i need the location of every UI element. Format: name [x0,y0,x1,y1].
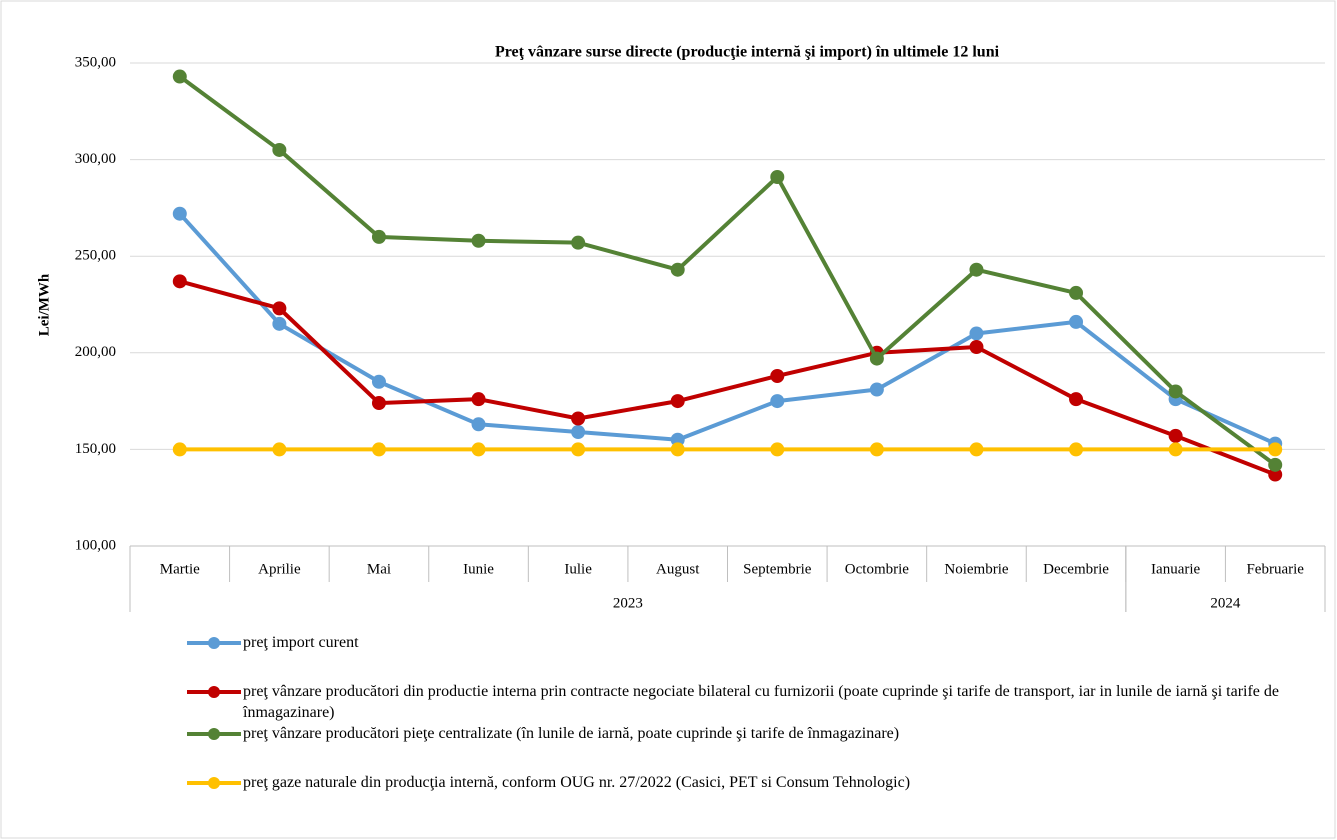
y-axis-label: Lei/MWh [36,273,52,336]
series-marker [770,368,785,383]
legend-swatch [187,728,241,740]
series-marker [471,442,486,457]
x-tick-label: Iunie [463,561,494,577]
y-tick-label: 300,00 [75,151,116,167]
series-marker [272,442,287,457]
series-marker [471,417,486,432]
y-tick-label: 350,00 [75,54,116,70]
legend-marker [208,686,220,698]
x-tick-label: Octombrie [845,561,909,577]
x-tick-label: Februarie [1246,561,1304,577]
series-marker [1069,314,1084,329]
legend-label: preţ gaze naturale din producţia internă… [243,774,911,791]
legend-label: preţ import curent [243,634,359,651]
series-marker [1268,467,1283,482]
legend-swatch [187,637,241,649]
series-marker [172,274,187,289]
legend-marker [208,637,220,649]
series-marker [869,442,884,457]
group-label: 2024 [1210,595,1241,611]
y-tick-label: 250,00 [75,248,116,264]
x-tick-label: Mai [367,561,391,577]
series-line [178,212,1277,446]
legend-item: preţ import curent [187,632,1287,653]
series-marker [1069,442,1084,457]
x-tick-label: Martie [160,561,200,577]
y-tick-label: 200,00 [75,344,116,360]
series-line [178,74,1277,467]
x-tick-label: Decembrie [1043,561,1109,577]
series-marker [670,432,685,447]
legend-marker [208,728,220,740]
series-marker [471,233,486,248]
series-marker [571,235,586,250]
series-marker [371,374,386,389]
series-line [179,279,1276,477]
series-marker [969,340,984,355]
legend-label: preţ vânzare producători din productie i… [243,683,1279,721]
series-marker [471,392,486,407]
x-tick-label: August [656,561,700,577]
series-marker [272,301,287,316]
series-marker [371,442,386,457]
legend-label: preţ vânzare producători pieţe centraliz… [243,725,900,742]
x-tick-label: Aprilie [258,561,301,577]
legend-item: preţ gaze naturale din producţia internă… [187,772,1287,793]
series-marker [969,326,984,341]
series-marker [1168,442,1183,457]
series-marker [571,411,586,426]
y-tick-label: 100,00 [75,537,116,553]
x-tick-label: Ianuarie [1151,561,1200,577]
legend-swatch [187,777,241,789]
series-marker [969,442,984,457]
series-marker [1069,392,1084,407]
series-marker [869,351,884,366]
x-tick-label: Septembrie [743,561,812,577]
legend-item: preţ vânzare producători pieţe centraliz… [187,723,1287,744]
legend-swatch [187,686,241,698]
y-tick-label: 150,00 [75,441,116,457]
series-marker [670,262,685,277]
series-marker [371,396,386,411]
series-marker [770,442,785,457]
series-marker [670,394,685,409]
series-marker [770,394,785,409]
series-marker [172,442,187,457]
legend: preţ import curent preţ vânzare producăto… [187,632,1287,793]
series-marker [371,229,386,244]
series-marker [869,382,884,397]
series-marker [571,442,586,457]
series-marker [272,316,287,331]
series-marker [172,69,187,84]
x-tick-label: Noiembrie [944,561,1008,577]
legend-item: preţ vânzare producători din productie i… [187,681,1287,723]
series-marker [571,425,586,440]
series-marker [1168,384,1183,399]
group-label: 2023 [613,595,643,611]
legend-marker [208,777,220,789]
series-marker [770,169,785,184]
series-marker [172,206,187,221]
chart-title: Preţ vânzare surse directe (producţie in… [495,44,1000,61]
series-marker [272,142,287,157]
series-marker [969,262,984,277]
series-marker [1069,285,1084,300]
series-marker [1268,457,1283,472]
series-marker [1268,442,1283,457]
x-tick-label: Iulie [564,561,592,577]
series-marker [1168,428,1183,443]
series-marker [670,442,685,457]
